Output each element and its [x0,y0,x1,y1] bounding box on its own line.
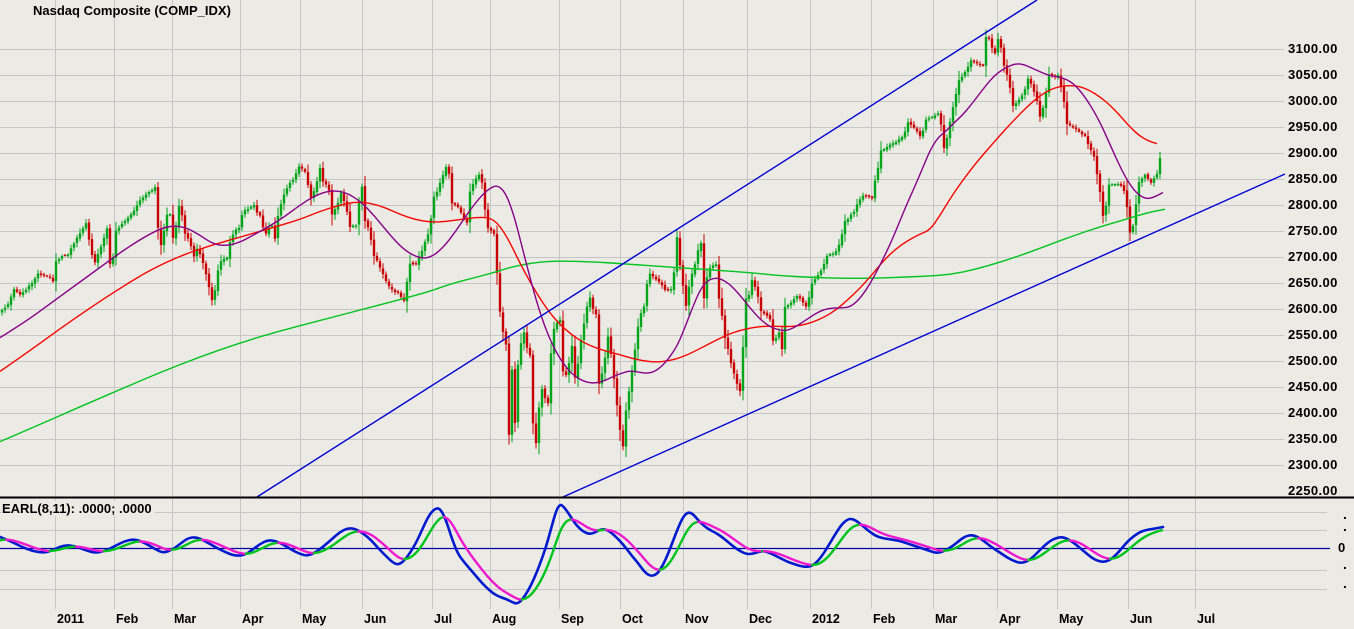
month-label: May [302,612,327,626]
month-label: Mar [935,612,958,626]
price-axis-label: 3100.00 [1288,41,1338,56]
month-label: Mar [174,612,197,626]
price-axis-label: 2450.00 [1288,379,1338,394]
mid-ma-red-line [0,84,1158,372]
price-axis-label: 2750.00 [1288,223,1338,238]
month-label: Feb [873,612,896,626]
month-label: Oct [622,612,643,626]
price-axis-label: 2900.00 [1288,145,1338,160]
price-axis-label: 2550.00 [1288,327,1338,342]
month-label: Feb [116,612,139,626]
month-label: Jun [364,612,387,626]
month-label: 2011 [57,612,85,626]
indicator-zero-label: 0 [1338,540,1346,555]
indicator-axis-dot: . [1343,518,1347,534]
indicator-axis-dot: . [1343,556,1347,572]
month-label: May [1059,612,1084,626]
price-axis-label: 2650.00 [1288,275,1338,290]
price-axis-label: 2950.00 [1288,119,1338,134]
month-label: 2012 [812,612,840,626]
upper-channel-trendline [256,0,1038,498]
indicator-label: EARL(8,11): .0000; .0000 [2,501,155,516]
price-axis-label: 2250.00 [1288,483,1338,498]
month-label: Nov [685,612,709,626]
indicator-axis-dot: . [1343,506,1347,522]
lower-channel-trendline [562,173,1286,498]
price-axis-label: 2600.00 [1288,301,1338,316]
indicator-axis-dot: . [1343,575,1347,591]
price-axis-label: 2800.00 [1288,197,1338,212]
month-label: Jul [434,612,453,626]
price-axis-label: 2300.00 [1288,457,1338,472]
month-label: Jun [1130,612,1153,626]
price-axis-label: 2400.00 [1288,405,1338,420]
price-axis-label: 2350.00 [1288,431,1338,446]
candles-layer [0,29,1162,458]
price-axis-label: 2500.00 [1288,353,1338,368]
month-label: Aug [492,612,517,626]
indicator-fast-line [0,503,1165,605]
grid-layer [0,0,1327,609]
price-axis-label: 3000.00 [1288,93,1338,108]
price-axis-label: 3050.00 [1288,67,1338,82]
fast-ma-purple-line [0,63,1164,384]
price-axis-label: 2700.00 [1288,249,1338,264]
month-label: Sep [561,612,584,626]
month-label: Apr [999,612,1021,626]
slow-ma-green-line [0,208,1166,443]
price-axis-label: 2850.00 [1288,171,1338,186]
chart-title: Nasdaq Composite (COMP_IDX) [33,3,231,18]
month-label: Jul [1197,612,1216,626]
month-label: Dec [749,612,772,626]
indicator-slow-line [0,516,1164,601]
month-label: Apr [242,612,264,626]
